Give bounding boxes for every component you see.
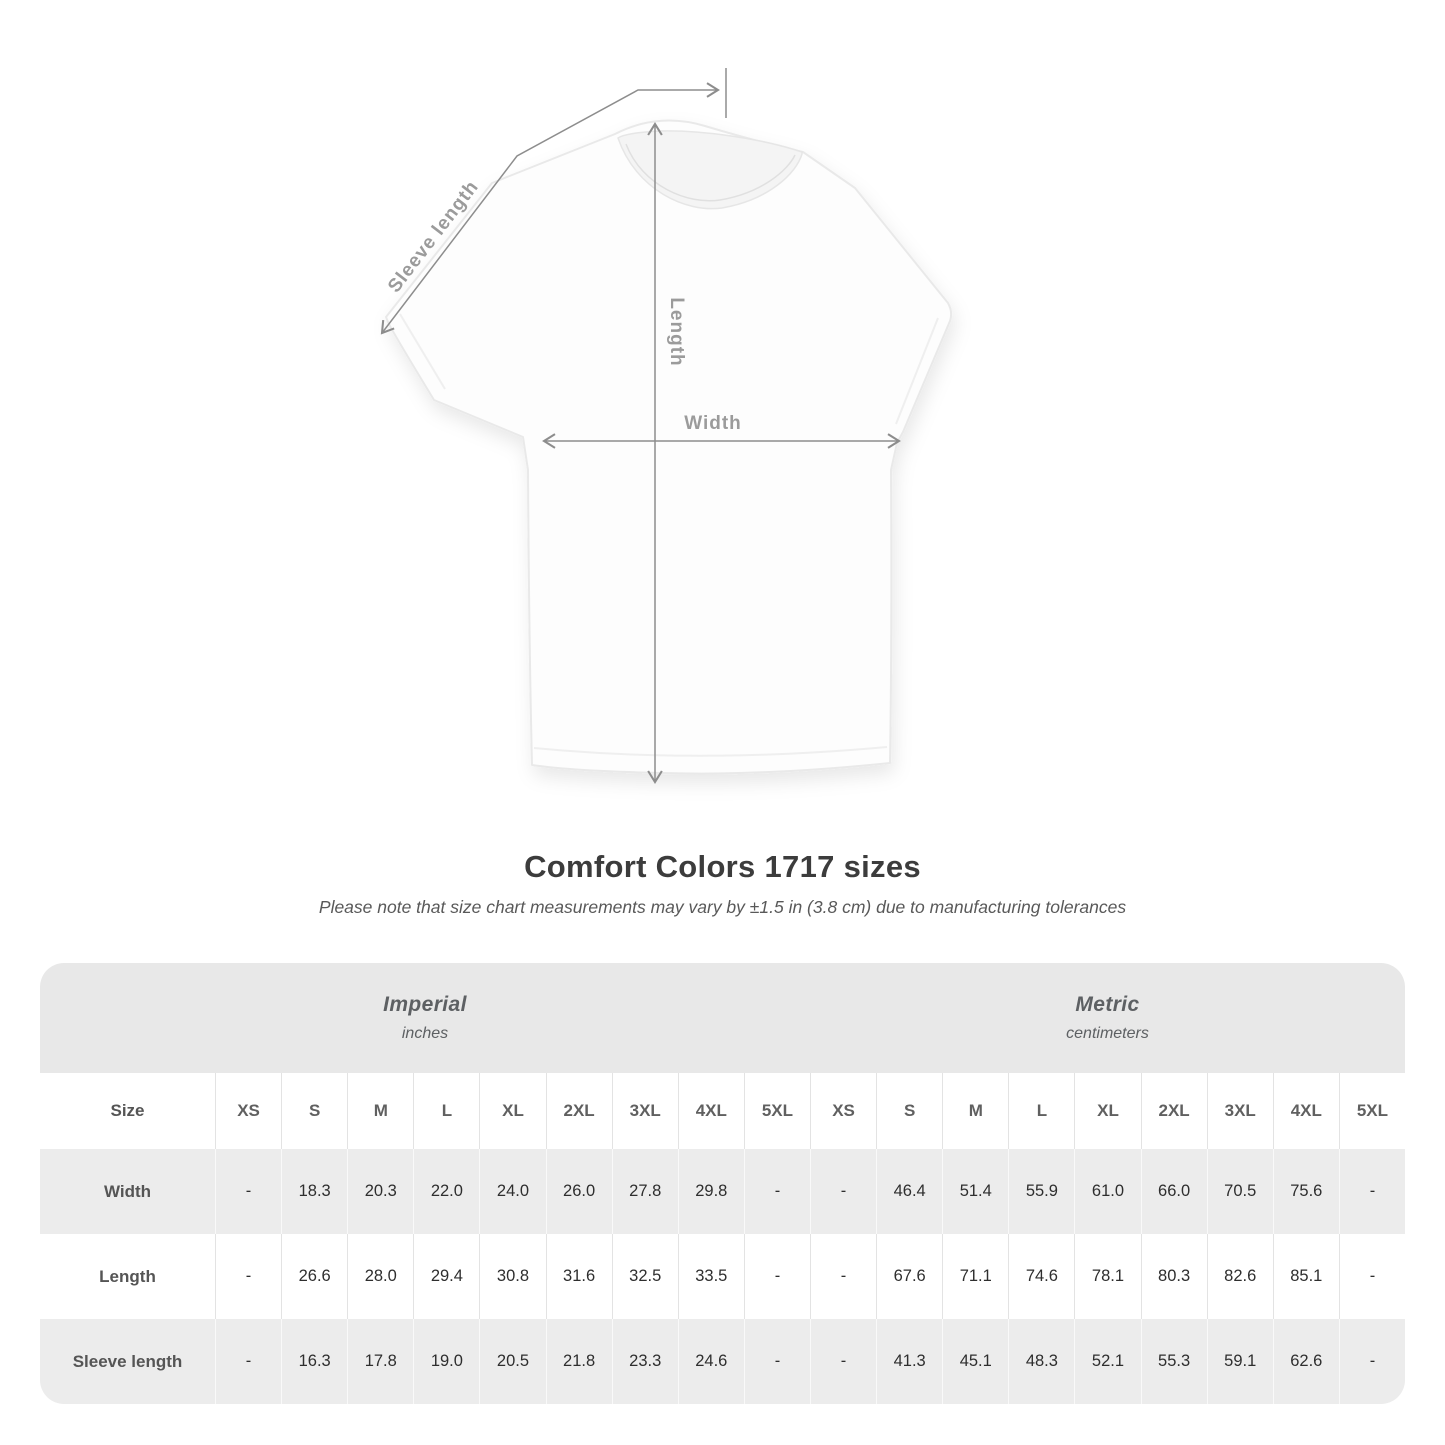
row-label: Sleeve length [72,1351,183,1371]
size-column-header: M [942,1073,1008,1149]
size-column-header: L [413,1073,479,1149]
table-row-sleeve-length: Sleeve length - 16.3 17.8 19.0 20.5 21.8… [40,1319,1405,1404]
table-cell: 59.1 [1206,1319,1273,1404]
table-cell: - [810,1319,876,1404]
table-cell: - [215,1234,281,1319]
table-cell: 78.1 [1074,1234,1140,1319]
unit-group-name: Metric [1075,993,1140,1016]
table-cell: 18.3 [281,1149,347,1234]
sleeve-length-arrow [380,82,720,335]
size-column-header: XL [1074,1073,1140,1149]
table-cell: 27.8 [611,1149,678,1234]
size-column-header: 4XL [677,1073,744,1149]
size-column-header: S [876,1073,942,1149]
table-cell: 74.6 [1008,1234,1074,1319]
table-cell: 23.3 [611,1319,678,1404]
table-cell: - [215,1319,281,1404]
table-cell: 46.4 [876,1149,942,1234]
table-cell: 33.5 [677,1234,744,1319]
tshirt-size-diagram: Width Length Sleeve length [330,55,1010,845]
table-row-width: Width - 18.3 20.3 22.0 24.0 26.0 27.8 29… [40,1149,1405,1234]
size-header-row: Size XS S M L XL 2XL 3XL 4XL 5XL XS S M … [40,1073,1405,1149]
table-cell: 31.6 [545,1234,612,1319]
size-column-header: S [281,1073,347,1149]
page-title: Comfort Colors 1717 sizes [524,849,921,884]
row-label: Width [103,1181,152,1201]
table-cell: 21.8 [545,1319,612,1404]
table-cell: 75.6 [1272,1149,1339,1234]
table-cell: 41.3 [876,1319,942,1404]
table-cell: 61.0 [1074,1149,1140,1234]
table-cell: 48.3 [1008,1319,1074,1404]
table-cell: 67.6 [876,1234,942,1319]
table-cell: - [743,1319,810,1404]
table-cell: - [810,1234,876,1319]
table-cell: 52.1 [1074,1319,1140,1404]
table-cell: 20.5 [479,1319,545,1404]
size-column-header: XL [479,1073,545,1149]
length-label: Length [666,297,687,366]
width-label: Width [684,413,742,434]
table-cell: - [1338,1319,1405,1404]
table-cell: 85.1 [1272,1234,1339,1319]
size-column-header: XS [215,1073,281,1149]
size-column-header: M [347,1073,413,1149]
table-cell: - [1338,1149,1405,1234]
table-cell: 82.6 [1206,1234,1273,1319]
table-cell: - [810,1149,876,1234]
size-column-header: 4XL [1272,1073,1339,1149]
table-cell: 24.6 [677,1319,744,1404]
table-cell: 80.3 [1140,1234,1207,1319]
unit-group-unit: centimeters [1066,1025,1149,1042]
table-cell: 17.8 [347,1319,413,1404]
table-cell: 29.8 [677,1149,744,1234]
table-cell: 22.0 [413,1149,479,1234]
tshirt-image: Width Length Sleeve length [380,68,953,784]
table-cell: 70.5 [1206,1149,1273,1234]
unit-header-imperial: Imperial inches [40,963,810,1073]
unit-header-band: Imperial inches Metric centimeters [40,963,1405,1073]
table-cell: 28.0 [347,1234,413,1319]
row-label: Length [99,1266,156,1286]
size-column-header: 5XL [1338,1073,1405,1149]
table-cell: 55.3 [1140,1319,1207,1404]
table-cell: 26.6 [281,1234,347,1319]
unit-header-metric: Metric centimeters [810,963,1405,1073]
size-column-header: L [1008,1073,1074,1149]
table-cell: 24.0 [479,1149,545,1234]
table-cell: 20.3 [347,1149,413,1234]
size-column-header: 5XL [743,1073,810,1149]
table-cell: 55.9 [1008,1149,1074,1234]
size-table: Imperial inches Metric centimeters Size … [40,963,1405,1404]
table-cell: 19.0 [413,1319,479,1404]
table-cell: - [215,1149,281,1234]
table-cell: 45.1 [942,1319,1008,1404]
table-cell: 16.3 [281,1319,347,1404]
table-cell: - [1338,1234,1405,1319]
size-column-header: 2XL [545,1073,612,1149]
tolerance-note: Please note that size chart measurements… [318,897,1127,917]
table-cell: 51.4 [942,1149,1008,1234]
unit-group-name: Imperial [383,993,467,1016]
size-column-header: XS [810,1073,876,1149]
table-cell: 30.8 [479,1234,545,1319]
table-cell: 66.0 [1140,1149,1207,1234]
table-cell: 71.1 [942,1234,1008,1319]
table-cell: - [743,1149,810,1234]
table-cell: 32.5 [611,1234,678,1319]
size-column-header: 2XL [1140,1073,1207,1149]
tshirt-shape [385,119,953,775]
table-cell: - [743,1234,810,1319]
size-column-header: 3XL [1206,1073,1273,1149]
table-row-length: Length - 26.6 28.0 29.4 30.8 31.6 32.5 3… [40,1234,1405,1319]
size-header-label: Size [110,1101,145,1120]
unit-group-unit: inches [401,1025,449,1042]
table-cell: 62.6 [1272,1319,1339,1404]
size-column-header: 3XL [611,1073,678,1149]
table-cell: 29.4 [413,1234,479,1319]
table-cell: 26.0 [545,1149,612,1234]
